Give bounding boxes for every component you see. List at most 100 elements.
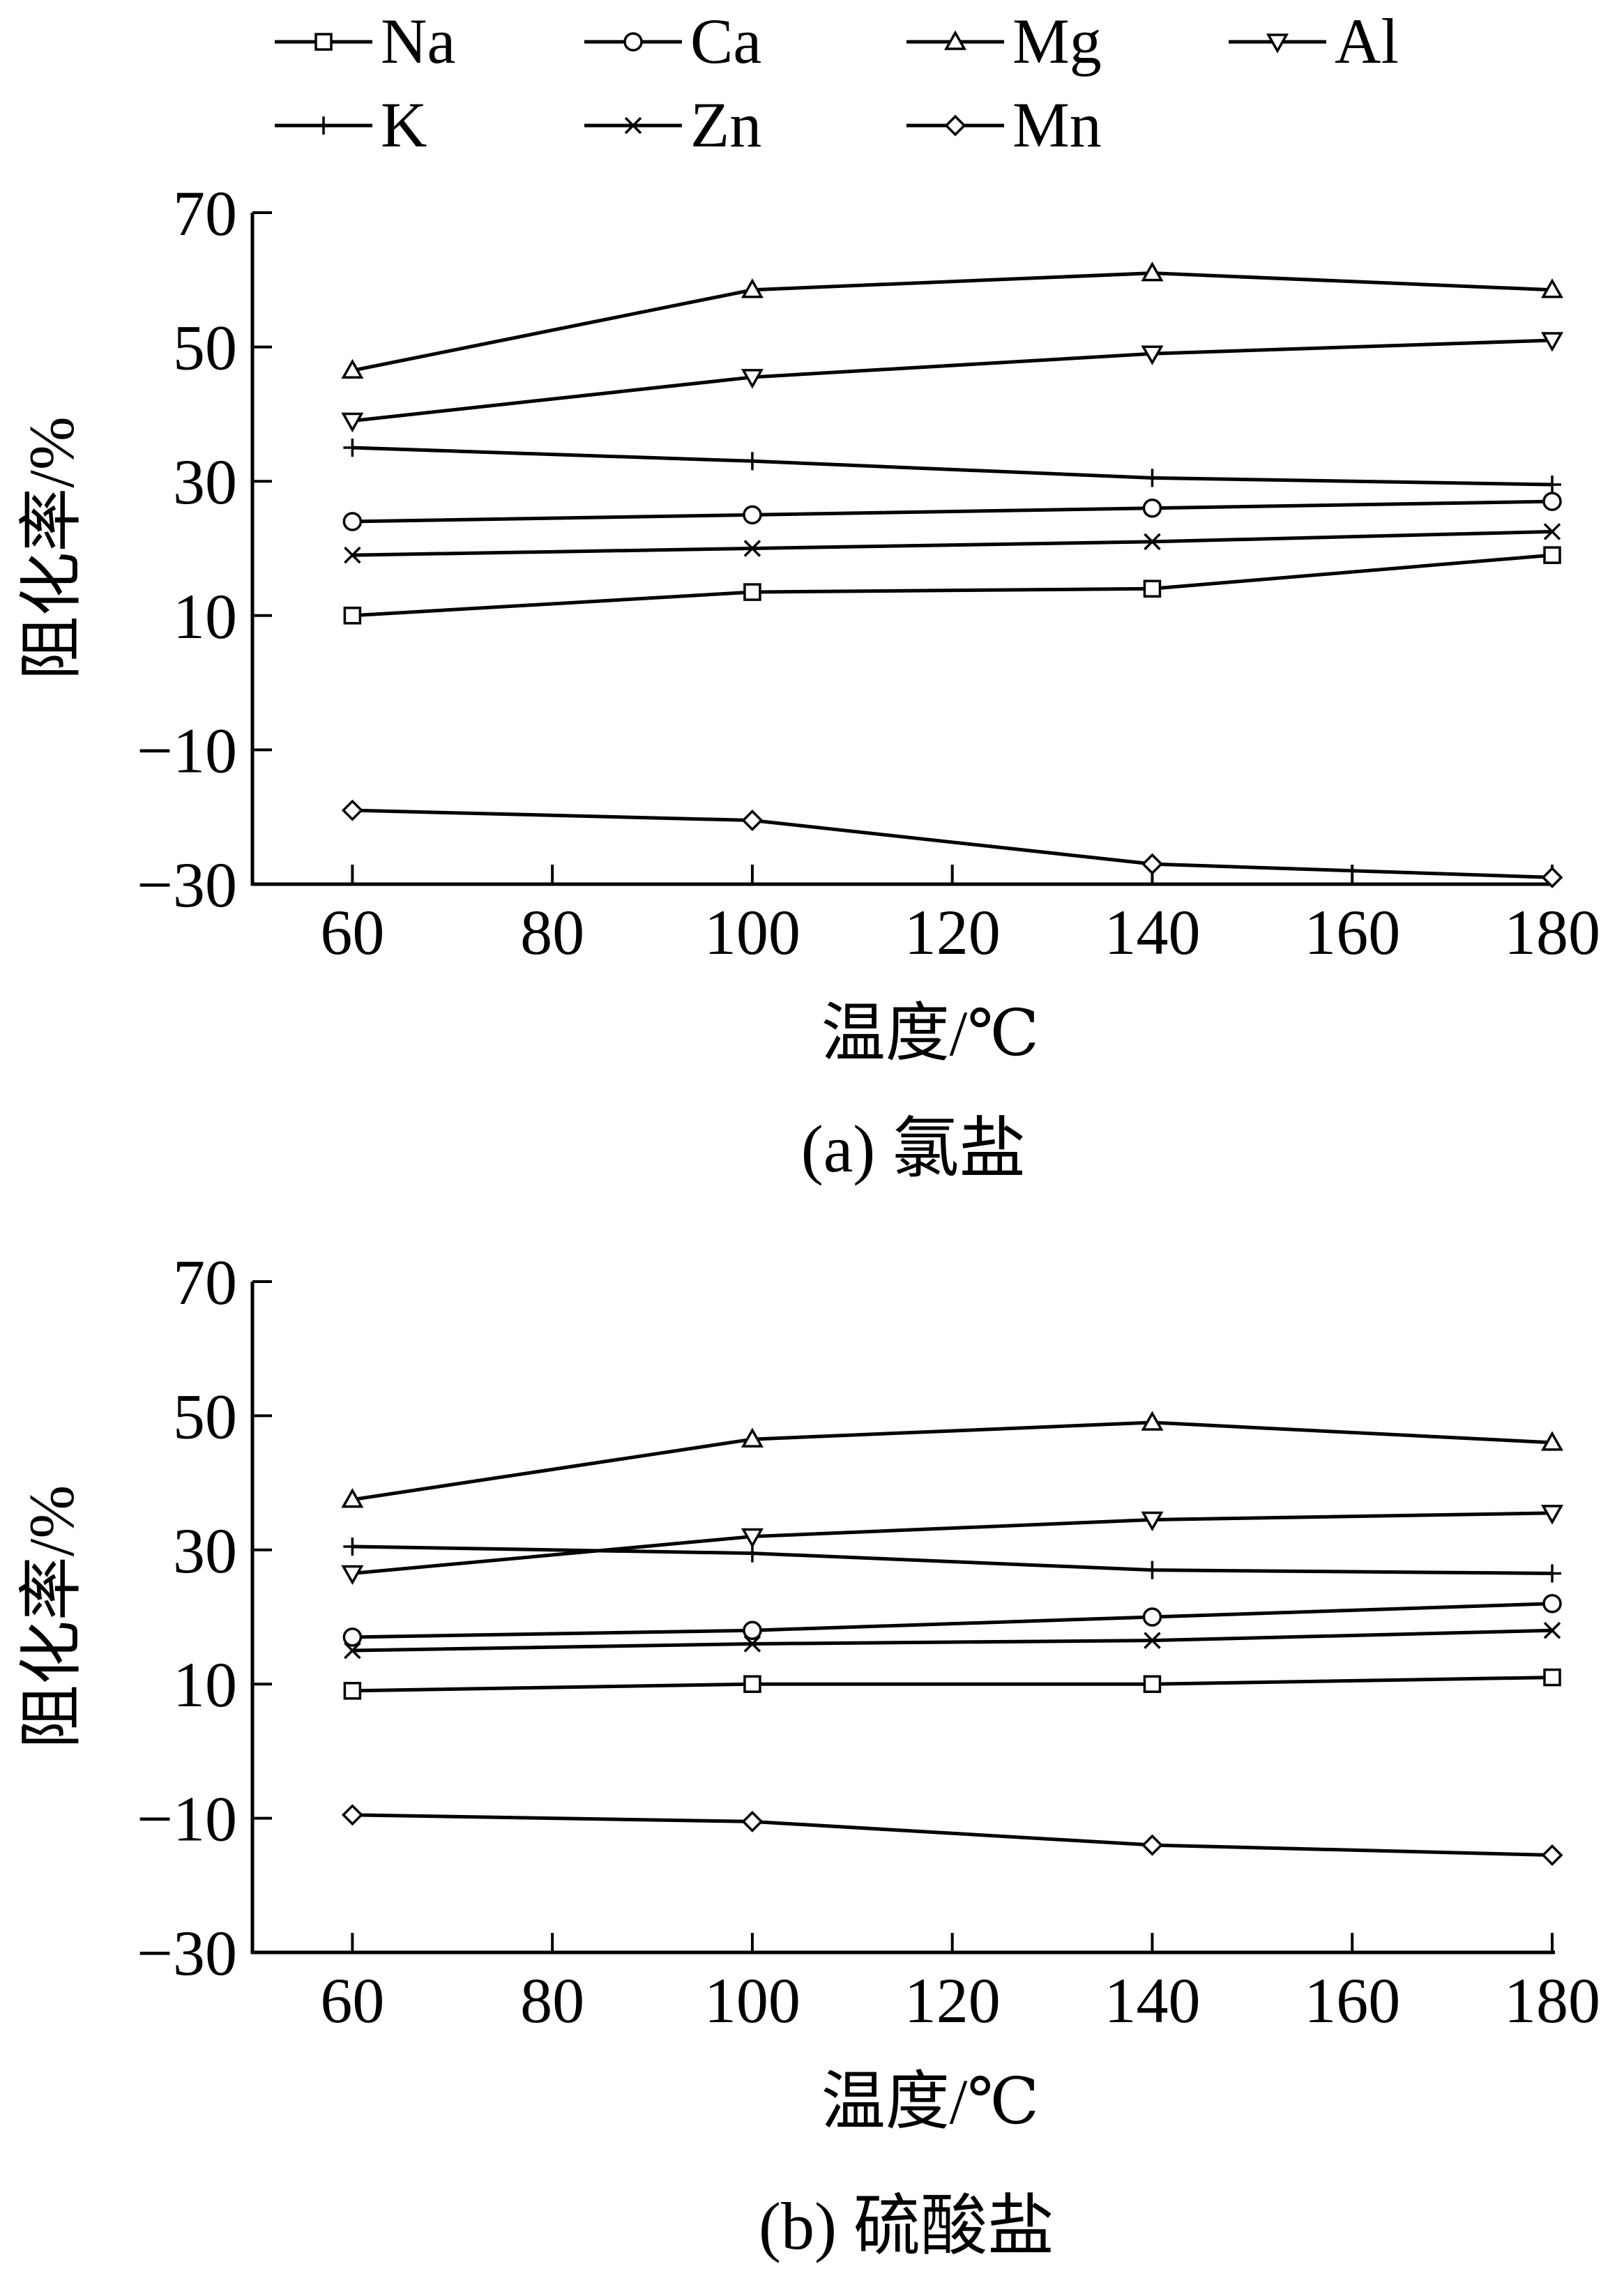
series-line-mg (351, 271, 1553, 372)
data-point-mg (341, 358, 364, 379)
data-point-ca (743, 505, 762, 525)
data-point-al (741, 1528, 764, 1549)
legend-item-ca: Ca (584, 6, 761, 77)
data-point-ca (1142, 498, 1162, 518)
data-point-al (1541, 1505, 1563, 1525)
series-mg (341, 261, 1563, 379)
series-mg (341, 1411, 1563, 1508)
data-point-ca (743, 1620, 762, 1640)
data-point-ca (342, 1627, 363, 1647)
legend-label: Mg (1012, 6, 1102, 77)
data-point-na (1143, 579, 1162, 598)
data-point-mn (741, 1810, 764, 1832)
legend-marker-circle (623, 32, 643, 52)
y-tick-label: −30 (137, 849, 237, 920)
x-tick-label: 120 (904, 897, 1001, 968)
x-tick-label: 140 (1104, 1965, 1200, 2036)
legend-label: Al (1335, 6, 1399, 77)
y-tick-label: 30 (173, 446, 237, 517)
x-axis-label: 温度/℃ (821, 2066, 1039, 2137)
data-point-al (341, 1565, 364, 1586)
legend-label: Mn (1012, 89, 1102, 160)
data-point-zn (344, 1641, 361, 1660)
data-point-zn (1543, 1622, 1561, 1639)
data-point-zn (743, 1635, 761, 1653)
series-line-mn (352, 808, 1553, 879)
data-point-mn (341, 1804, 363, 1826)
data-point-k (743, 452, 761, 471)
legend-label: Na (381, 6, 455, 77)
data-point-mn (1541, 1844, 1563, 1866)
data-point-k (1143, 469, 1162, 487)
y-tick-label: 70 (173, 178, 237, 249)
data-point-al (1141, 345, 1164, 365)
legend-marker-triangle-down (1266, 33, 1289, 54)
series-line-k (352, 446, 1553, 487)
y-axis-label: 阻化率/% (16, 1485, 87, 1749)
data-point-na (1543, 546, 1561, 564)
series-line-zn (352, 1628, 1553, 1653)
series-mn (341, 799, 1563, 888)
series-ca (342, 1594, 1562, 1647)
data-point-zn (344, 546, 361, 564)
data-point-al (1541, 332, 1563, 352)
legend-item-na: Na (275, 6, 455, 77)
data-point-mg (1541, 278, 1563, 298)
data-point-na (343, 1682, 362, 1700)
data-point-ca (342, 512, 363, 531)
data-point-ca (1142, 1607, 1162, 1627)
x-tick-label: 60 (320, 1965, 384, 2036)
legend-item-al: Al (1229, 6, 1399, 77)
y-axis-label: 阻化率/% (16, 416, 87, 680)
data-point-na (1543, 1668, 1561, 1687)
series-line-al (352, 338, 1553, 423)
legend-marker-x (624, 116, 642, 135)
y-tick-label: 30 (173, 1515, 237, 1586)
data-point-zn (1144, 533, 1161, 551)
legend-marker-diamond (944, 114, 966, 137)
data-point-mn (1141, 853, 1163, 875)
data-point-na (743, 583, 761, 601)
legend-label: K (381, 89, 427, 160)
x-tick-label: 80 (520, 1965, 584, 2036)
series-line-mn (352, 1813, 1553, 1858)
series-zn (344, 523, 1561, 564)
legend-label: Ca (690, 6, 761, 77)
legend-marker-square (314, 33, 333, 51)
data-point-mg (741, 1427, 764, 1448)
data-point-k (343, 1537, 362, 1556)
x-tick-label: 100 (704, 1965, 800, 2036)
data-point-mn (1541, 866, 1563, 888)
legend-label: Zn (690, 89, 761, 160)
data-point-mg (741, 278, 764, 298)
series-ca (342, 492, 1562, 531)
series-line-ca (352, 499, 1553, 524)
y-tick-label: 50 (173, 312, 237, 384)
legend-marker-plus (314, 116, 333, 135)
data-point-al (341, 412, 364, 433)
series-k (343, 1537, 1561, 1583)
data-point-k (1143, 1561, 1162, 1579)
data-point-na (1143, 1675, 1162, 1693)
data-point-na (343, 607, 362, 625)
data-point-na (743, 1675, 761, 1693)
data-point-mn (741, 810, 764, 831)
data-point-al (1141, 1511, 1164, 1532)
x-tick-label: 80 (520, 897, 584, 968)
series-na (343, 1668, 1561, 1700)
x-tick-label: 160 (1304, 897, 1400, 968)
x-tick-label: 180 (1504, 897, 1600, 968)
x-tick-label: 60 (320, 897, 384, 968)
data-point-ca (1542, 1594, 1562, 1614)
series-mn (341, 1804, 1563, 1866)
chart-sulfate: −30 −10 10 30 50 70 60 80 100 120 140 160 180 温度/℃ 阻化率… (16, 1247, 1600, 2263)
data-point-zn (1543, 523, 1561, 540)
y-tick-label: −30 (137, 1918, 237, 1989)
legend-item-zn: Zn (584, 89, 761, 160)
series-line-k (352, 1544, 1553, 1575)
y-tick-label: 10 (173, 1649, 237, 1720)
data-point-mg (341, 1488, 364, 1508)
x-tick-label: 180 (1504, 1965, 1600, 2036)
data-point-k (343, 439, 362, 457)
